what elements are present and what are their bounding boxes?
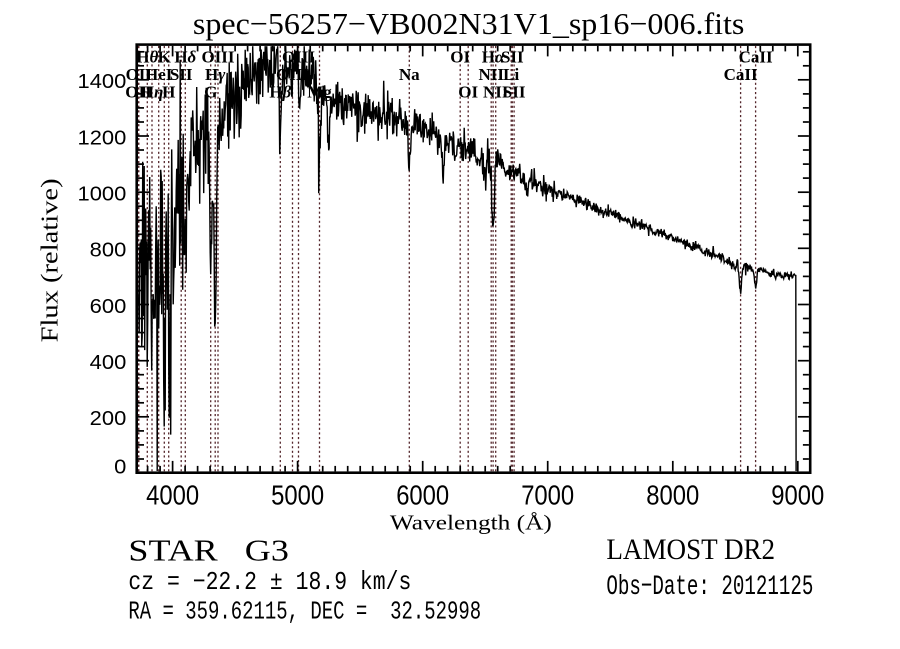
svg-text:SII: SII (170, 65, 193, 84)
svg-text:NII: NII (483, 83, 509, 102)
svg-text:HeI: HeI (145, 65, 173, 84)
svg-text:Hγ: Hγ (205, 65, 226, 84)
svg-text:OI: OI (458, 83, 478, 102)
svg-text:G: G (204, 83, 217, 102)
svg-text:LAMOST DR2: LAMOST DR2 (606, 533, 775, 566)
svg-text:Mg: Mg (307, 83, 332, 102)
svg-text:RA = 359.62115, DEC = 32.5299: RA = 359.62115, DEC = 32.52998 (128, 597, 481, 627)
svg-text:K: K (158, 48, 172, 67)
svg-text:Hα: Hα (482, 48, 505, 67)
svg-text:CaII: CaII (724, 65, 758, 84)
svg-text:800: 800 (90, 239, 127, 262)
svg-text:400: 400 (90, 351, 127, 374)
svg-text:OII: OII (126, 65, 153, 84)
svg-text:OI: OI (450, 48, 470, 67)
svg-text:Hδ: Hδ (174, 48, 196, 67)
svg-text:SII: SII (503, 83, 526, 102)
svg-text:OII: OII (125, 83, 152, 102)
svg-text:SII: SII (501, 48, 524, 67)
svg-text:5000: 5000 (271, 480, 324, 511)
svg-text:600: 600 (90, 295, 127, 318)
svg-text:OIII: OIII (276, 65, 309, 84)
svg-text:H: H (162, 83, 175, 102)
svg-text:1200: 1200 (78, 126, 127, 149)
svg-text:spec−56257−VB002N31V1_sp16−006: spec−56257−VB002N31V1_sp16−006.fits (193, 6, 745, 41)
svg-text:4000: 4000 (146, 480, 199, 511)
svg-text:7000: 7000 (521, 480, 574, 511)
svg-text:CaII: CaII (739, 48, 773, 67)
svg-text:Na: Na (399, 65, 420, 84)
svg-text:Hβ: Hβ (269, 83, 291, 102)
svg-text:1000: 1000 (78, 183, 127, 206)
svg-text:9000: 9000 (771, 480, 824, 511)
svg-text:NII: NII (478, 65, 504, 84)
svg-text:Wavelength (Å): Wavelength (Å) (390, 511, 552, 535)
svg-text:Hη: Hη (141, 83, 164, 102)
svg-text:0: 0 (114, 455, 126, 478)
svg-text:Obs−Date: 20121125: Obs−Date: 20121125 (606, 572, 813, 603)
svg-text:200: 200 (90, 407, 127, 430)
svg-text:OIII: OIII (201, 48, 234, 67)
svg-text:Li: Li (503, 65, 519, 84)
svg-text:OIII: OIII (282, 48, 315, 67)
svg-text:1400: 1400 (78, 70, 127, 93)
svg-text:Flux (relative): Flux (relative) (37, 178, 64, 342)
svg-text:STAR G3: STAR G3 (128, 533, 289, 568)
svg-text:6000: 6000 (396, 480, 449, 511)
svg-text:Hθ: Hθ (136, 48, 158, 67)
svg-text:cz = −22.2 ± 18.9 km/s: cz = −22.2 ± 18.9 km/s (128, 567, 411, 597)
svg-text:8000: 8000 (646, 480, 699, 511)
